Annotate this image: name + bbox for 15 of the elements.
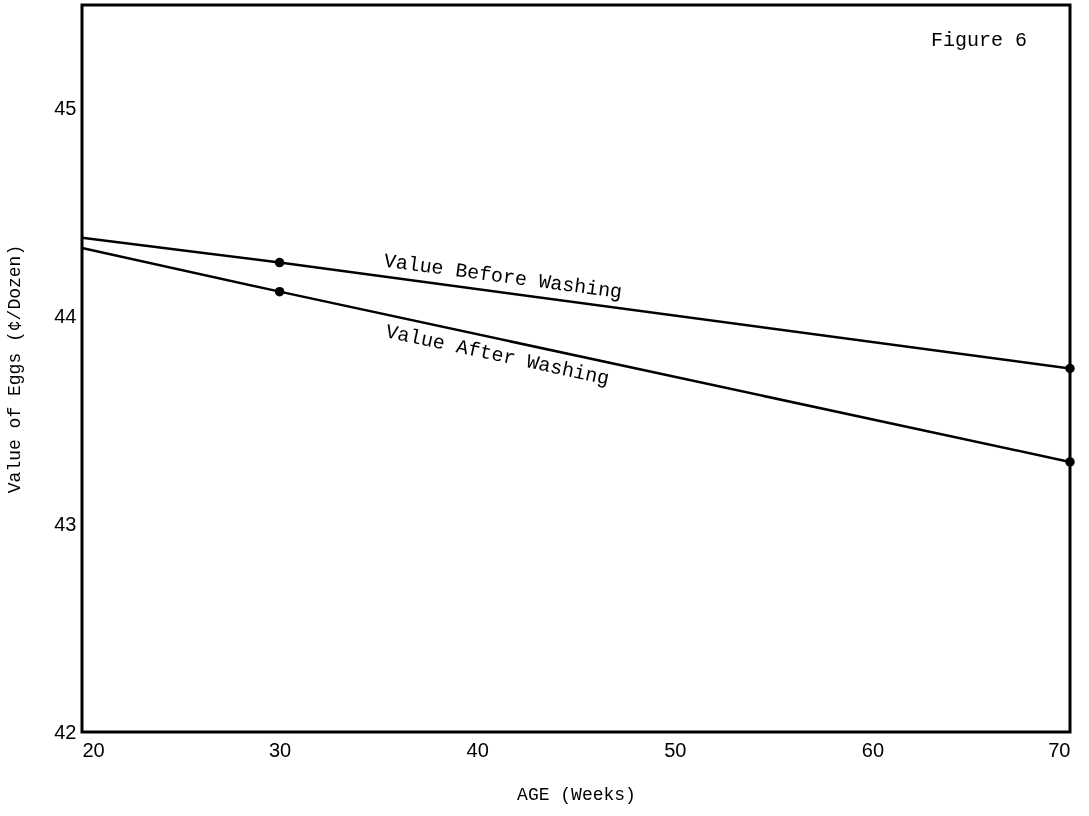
y-tick-label: 45 <box>54 97 77 120</box>
y-tick-label: 43 <box>54 512 77 535</box>
x-axis-title: AGE (Weeks) <box>517 784 636 805</box>
text: Value After Washing <box>383 320 612 391</box>
x-tick-label: 40 <box>466 738 489 761</box>
y-tick-label: 44 <box>54 305 77 328</box>
y-tick-label: 42 <box>54 720 77 743</box>
text: Value Before Washing <box>382 249 624 305</box>
y-axis-title: Value of Eggs (¢/Dozen) <box>5 244 26 494</box>
x-tick-label: 30 <box>268 738 292 761</box>
x-tick-label: 70 <box>1048 738 1071 761</box>
x-tick-label: 50 <box>664 738 687 761</box>
x-tick-label: 20 <box>82 738 105 761</box>
x-tick-label: 60 <box>861 738 885 761</box>
annotation: Figure 6 <box>930 29 1027 52</box>
